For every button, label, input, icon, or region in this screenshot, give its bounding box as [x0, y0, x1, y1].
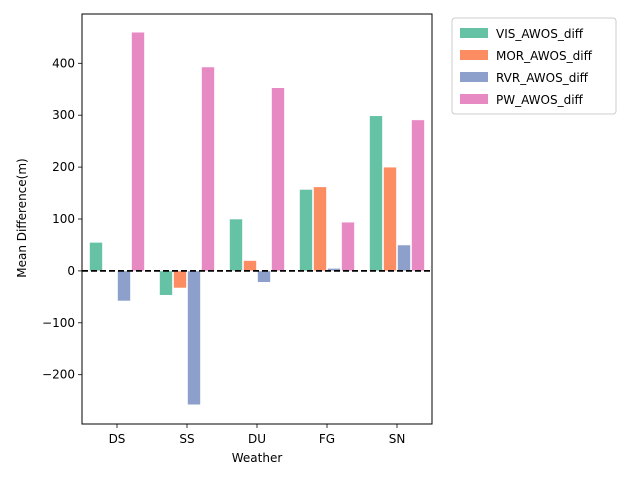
- y-tick-label: −100: [42, 316, 75, 330]
- bar-RVR_AWOS_diff-SN: [397, 244, 411, 272]
- bar-MOR_AWOS_diff-DU: [243, 260, 257, 272]
- y-tick-label: 100: [52, 212, 75, 226]
- bar-VIS_AWOS_diff-FG: [299, 189, 313, 272]
- x-axis-label: Weather: [232, 451, 283, 465]
- bar-RVR_AWOS_diff-SS: [187, 270, 201, 406]
- legend-box: [451, 17, 617, 115]
- y-tick-label: 300: [52, 108, 75, 122]
- x-tick-label: FG: [319, 432, 335, 446]
- bar-PW_AWOS_diff-DU: [271, 87, 285, 272]
- legend-swatch: [460, 94, 488, 104]
- y-axis-ticks: −200 −100 0 100 200 300 400: [42, 56, 82, 382]
- legend-swatch: [460, 28, 488, 38]
- bar-layer: [89, 31, 425, 406]
- bar-RVR_AWOS_diff-DU: [257, 270, 271, 283]
- bar-MOR_AWOS_diff-SN: [383, 166, 397, 272]
- bar-RVR_AWOS_diff-DS: [117, 270, 131, 302]
- x-axis-ticks: DS SS DU FG SN: [109, 424, 406, 446]
- legend-swatch: [460, 72, 488, 82]
- legend: VIS_AWOS_diff MOR_AWOS_diff RVR_AWOS_diff P…: [451, 17, 617, 115]
- bar-PW_AWOS_diff-SS: [201, 66, 215, 272]
- legend-swatch: [460, 50, 488, 60]
- bar-MOR_AWOS_diff-FG: [313, 186, 327, 272]
- legend-label: PW_AWOS_diff: [496, 93, 584, 107]
- bar-VIS_AWOS_diff-SS: [159, 270, 173, 296]
- legend-label: RVR_AWOS_diff: [496, 71, 589, 85]
- x-tick-label: DS: [109, 432, 126, 446]
- bar-PW_AWOS_diff-DS: [131, 31, 145, 272]
- y-tick-label: 400: [52, 56, 75, 70]
- bar-PW_AWOS_diff-SN: [411, 119, 425, 272]
- bar-VIS_AWOS_diff-DU: [229, 218, 243, 272]
- legend-label: VIS_AWOS_diff: [496, 27, 584, 41]
- x-tick-label: SN: [389, 432, 406, 446]
- y-tick-label: 0: [67, 264, 75, 278]
- x-tick-label: SS: [179, 432, 194, 446]
- bar-MOR_AWOS_diff-SS: [173, 270, 187, 289]
- legend-label: MOR_AWOS_diff: [496, 49, 593, 63]
- bar-VIS_AWOS_diff-DS: [89, 242, 103, 272]
- y-tick-label: −200: [42, 368, 75, 382]
- y-axis-label: Mean Difference(m): [15, 158, 29, 277]
- y-tick-label: 200: [52, 160, 75, 174]
- x-tick-label: DU: [248, 432, 266, 446]
- bar-VIS_AWOS_diff-SN: [369, 115, 383, 272]
- bar-PW_AWOS_diff-FG: [341, 221, 355, 272]
